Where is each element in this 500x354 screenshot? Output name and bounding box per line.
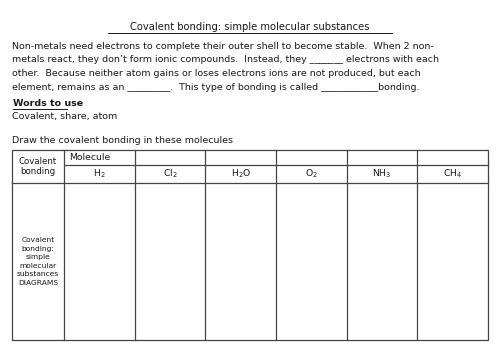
Text: Covalent
bonding: Covalent bonding bbox=[19, 157, 57, 176]
Text: substances: substances bbox=[17, 271, 59, 277]
Text: Non-metals need electrons to complete their outer shell to become stable.  When : Non-metals need electrons to complete th… bbox=[12, 42, 434, 51]
Text: H$_2$: H$_2$ bbox=[93, 168, 106, 180]
Text: Words to use: Words to use bbox=[13, 99, 83, 108]
Text: Covalent, share, atom: Covalent, share, atom bbox=[12, 112, 117, 121]
Text: DIAGRAMS: DIAGRAMS bbox=[18, 280, 58, 286]
Text: simple: simple bbox=[26, 254, 50, 260]
Text: O$_2$: O$_2$ bbox=[305, 168, 318, 180]
Text: element, remains as an _________.  This type of bonding is called ____________bo: element, remains as an _________. This t… bbox=[12, 82, 420, 91]
Text: Covalent bonding: simple molecular substances: Covalent bonding: simple molecular subst… bbox=[130, 22, 370, 32]
Text: Cl$_2$: Cl$_2$ bbox=[162, 168, 178, 180]
Text: Molecule: Molecule bbox=[69, 153, 110, 162]
Text: Draw the covalent bonding in these molecules: Draw the covalent bonding in these molec… bbox=[12, 136, 233, 145]
Text: other.  Because neither atom gains or loses electrons ions are not produced, but: other. Because neither atom gains or los… bbox=[12, 69, 420, 78]
Text: Covalent: Covalent bbox=[22, 237, 54, 243]
Text: metals react, they don’t form ionic compounds.  Instead, they _______ electrons : metals react, they don’t form ionic comp… bbox=[12, 56, 439, 64]
Text: NH$_3$: NH$_3$ bbox=[372, 168, 392, 180]
Text: bonding:: bonding: bbox=[22, 246, 54, 252]
Text: CH$_4$: CH$_4$ bbox=[443, 168, 462, 180]
Text: H$_2$O: H$_2$O bbox=[230, 168, 250, 180]
Text: molecular: molecular bbox=[20, 263, 57, 269]
Bar bbox=[12, 150, 488, 340]
